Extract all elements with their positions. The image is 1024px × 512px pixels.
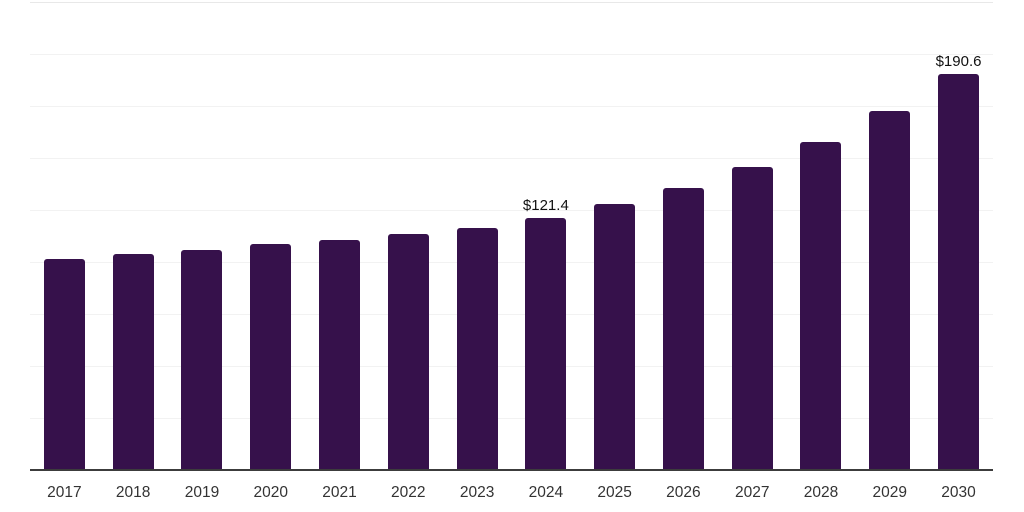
- bar-2025: [594, 203, 636, 470]
- gridline: [30, 2, 993, 3]
- bars-row: $121.4 $190.6: [30, 2, 993, 470]
- gridline: [30, 418, 993, 419]
- x-axis-labels: 2017 2018 2019 2020 2021 2022 2023 2024 2025 2026…: [30, 484, 993, 503]
- plot-area: $121.4 $190.6: [30, 2, 993, 470]
- bar-cell-2028: [787, 2, 856, 470]
- bar-2020: [250, 243, 292, 470]
- bar-cell-2025: [580, 2, 649, 470]
- x-tick-label-2024: 2024: [528, 484, 564, 501]
- bar-2028: [800, 141, 842, 470]
- x-tick-label-2020: 2020: [253, 484, 288, 501]
- bar-cell-2023: [443, 2, 512, 470]
- gridline: [30, 54, 993, 55]
- bar-2019: [181, 249, 223, 470]
- bar-2026: [662, 187, 704, 470]
- bar-2018: [112, 253, 154, 470]
- gridline: [30, 366, 993, 367]
- bar-2027: [731, 167, 773, 470]
- gridline: [30, 314, 993, 315]
- gridline: [30, 262, 993, 263]
- bar-2017: [43, 258, 85, 470]
- x-tick-label-2026: 2026: [666, 484, 701, 501]
- gridline: [30, 106, 993, 107]
- bar-cell-2021: [305, 2, 374, 470]
- bar-cell-2024: $121.4: [511, 2, 580, 470]
- x-tick-label-2021: 2021: [322, 484, 357, 501]
- x-tick-label-2017: 2017: [47, 484, 82, 501]
- bar-2030: [938, 73, 980, 470]
- x-tick-label-2025: 2025: [597, 484, 632, 501]
- x-axis-line: [30, 469, 993, 471]
- bar-value-label-2030: $190.6: [935, 52, 982, 70]
- bar-cell-2030: $190.6: [924, 2, 993, 470]
- bar-cell-2029: [855, 2, 924, 470]
- bar-cell-2022: [374, 2, 443, 470]
- bar-cell-2027: [718, 2, 787, 470]
- gridline: [30, 158, 993, 159]
- bar-cell-2026: [649, 2, 718, 470]
- x-tick-label-2027: 2027: [734, 484, 770, 501]
- gridline: [30, 210, 993, 211]
- x-tick-label-2019: 2019: [184, 484, 220, 501]
- x-tick-label-2028: 2028: [803, 484, 839, 501]
- bar-cell-2017: [30, 2, 99, 470]
- x-tick-label-2018: 2018: [115, 484, 151, 501]
- bar-2024: [525, 217, 567, 470]
- bar-2021: [319, 239, 361, 470]
- bar-2029: [869, 110, 911, 470]
- bar-value-label-2024: $121.4: [522, 196, 569, 214]
- bar-cell-2020: [236, 2, 305, 470]
- bar-2023: [456, 227, 498, 470]
- x-tick-label-2029: 2029: [872, 484, 907, 501]
- bar-cell-2018: [99, 2, 168, 470]
- bar-2022: [387, 234, 429, 470]
- x-tick-label-2022: 2022: [391, 484, 426, 501]
- x-tick-label-2023: 2023: [459, 484, 495, 501]
- x-tick-label-2030: 2030: [941, 484, 976, 501]
- bar-cell-2019: [168, 2, 237, 470]
